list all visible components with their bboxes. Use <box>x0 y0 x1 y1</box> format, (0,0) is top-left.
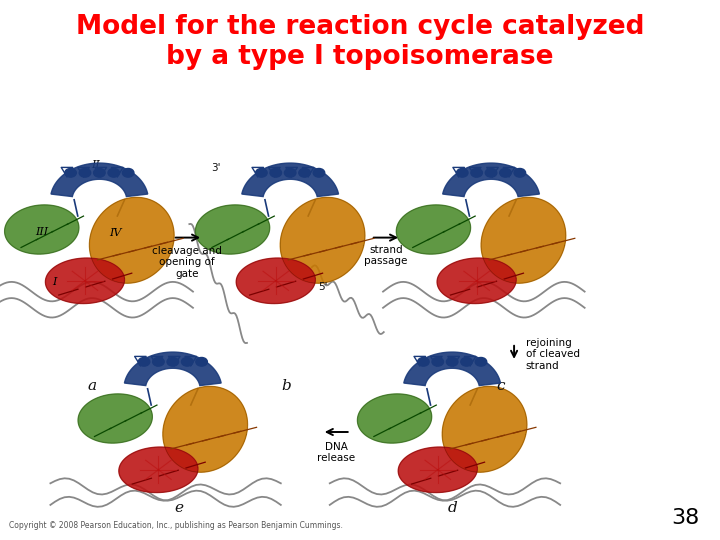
Text: 38: 38 <box>672 508 700 528</box>
Text: II: II <box>91 160 100 170</box>
Text: Model for the reaction cycle catalyzed
by a type I topoisomerase: Model for the reaction cycle catalyzed b… <box>76 14 644 71</box>
Polygon shape <box>280 198 365 283</box>
Polygon shape <box>45 258 125 303</box>
Circle shape <box>500 168 511 177</box>
Text: 5': 5' <box>318 282 328 292</box>
Text: DNA
release: DNA release <box>318 442 355 463</box>
Circle shape <box>122 168 134 177</box>
Polygon shape <box>357 394 432 443</box>
Circle shape <box>181 357 193 366</box>
Circle shape <box>446 357 458 366</box>
Circle shape <box>456 168 468 177</box>
Circle shape <box>65 168 76 177</box>
Circle shape <box>485 168 497 177</box>
Circle shape <box>475 357 487 366</box>
Text: I: I <box>52 277 56 287</box>
Polygon shape <box>236 258 315 303</box>
Text: III: III <box>35 227 48 237</box>
Polygon shape <box>125 352 221 386</box>
Circle shape <box>418 357 429 366</box>
Polygon shape <box>51 163 148 197</box>
Circle shape <box>432 357 444 366</box>
Circle shape <box>196 357 207 366</box>
Polygon shape <box>78 394 153 443</box>
Polygon shape <box>163 387 248 472</box>
Text: strand
passage: strand passage <box>364 245 408 266</box>
Polygon shape <box>195 205 270 254</box>
Circle shape <box>461 357 472 366</box>
Polygon shape <box>4 205 79 254</box>
Text: 3': 3' <box>211 164 221 173</box>
Circle shape <box>79 168 91 177</box>
Text: e: e <box>174 501 183 515</box>
Circle shape <box>299 168 310 177</box>
Circle shape <box>94 168 105 177</box>
Polygon shape <box>119 447 198 492</box>
Polygon shape <box>398 447 477 492</box>
Polygon shape <box>442 387 527 472</box>
Text: b: b <box>282 379 292 393</box>
Circle shape <box>108 168 120 177</box>
Text: a: a <box>88 379 96 393</box>
Polygon shape <box>242 163 338 197</box>
Circle shape <box>153 357 164 366</box>
Polygon shape <box>89 198 174 283</box>
Circle shape <box>256 168 267 177</box>
Circle shape <box>167 357 179 366</box>
Polygon shape <box>443 163 539 197</box>
Text: IV: IV <box>109 228 122 238</box>
Circle shape <box>284 168 296 177</box>
Polygon shape <box>437 258 516 303</box>
Text: d: d <box>447 501 457 515</box>
Polygon shape <box>481 198 566 283</box>
Polygon shape <box>396 205 471 254</box>
Circle shape <box>313 168 325 177</box>
Circle shape <box>471 168 482 177</box>
Circle shape <box>138 357 150 366</box>
Text: cleavage and
opening of
gate: cleavage and opening of gate <box>152 246 222 279</box>
Polygon shape <box>404 352 500 386</box>
Text: Copyright © 2008 Pearson Education, Inc., publishing as Pearson Benjamin Cumming: Copyright © 2008 Pearson Education, Inc.… <box>9 521 343 530</box>
Text: rejoining
of cleaved
strand: rejoining of cleaved strand <box>526 338 580 370</box>
Circle shape <box>514 168 526 177</box>
Text: c: c <box>496 379 505 393</box>
Circle shape <box>270 168 282 177</box>
